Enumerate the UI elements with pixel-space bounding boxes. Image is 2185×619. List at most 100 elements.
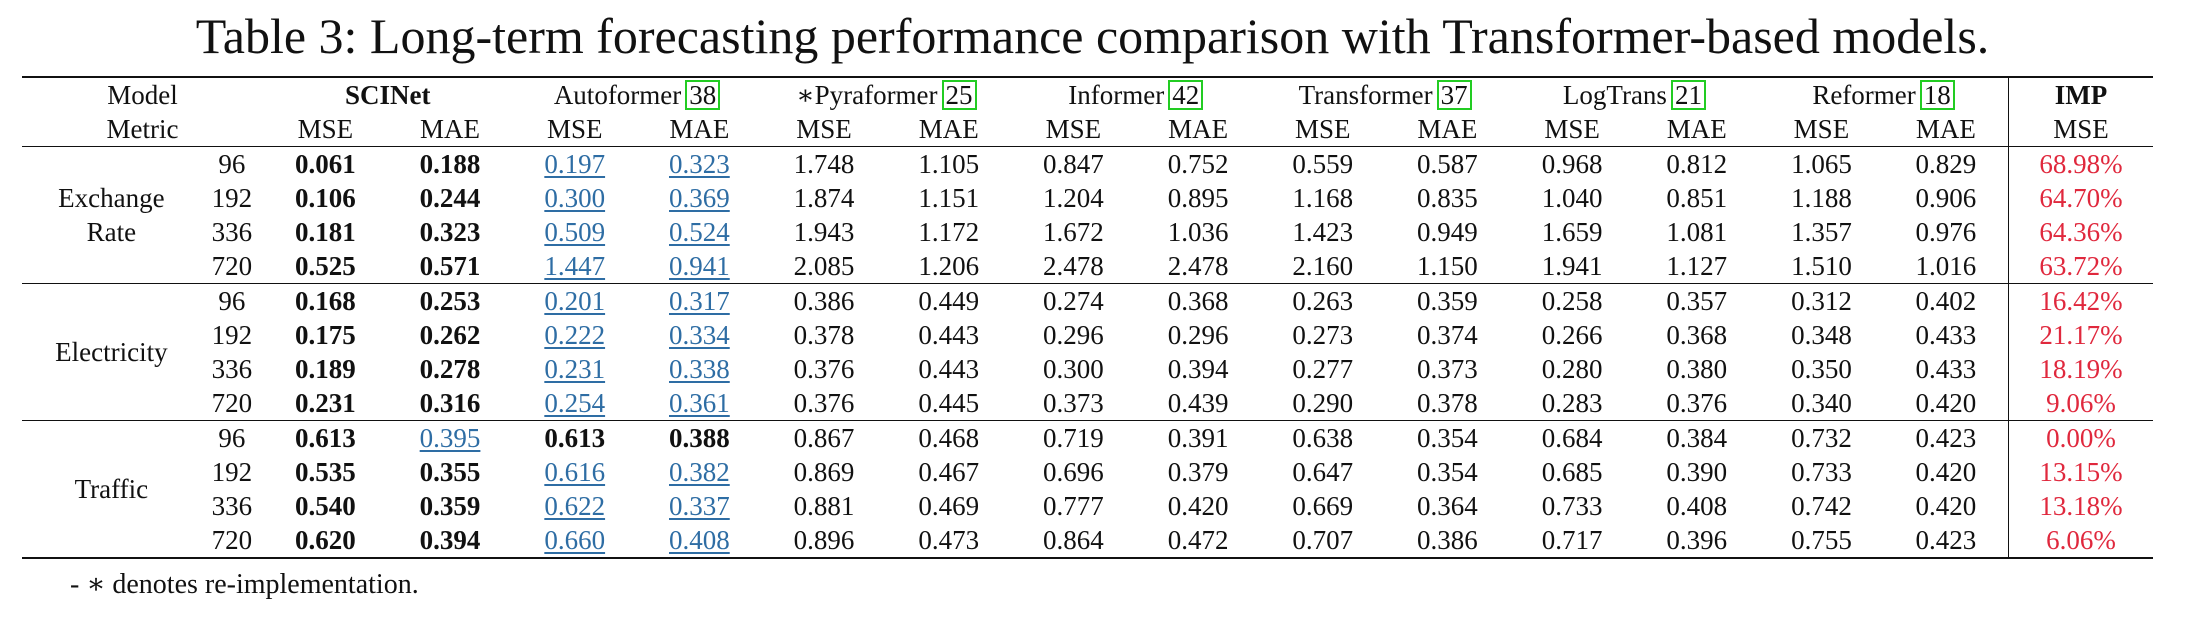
value-cell: 0.976 bbox=[1915, 217, 1977, 247]
value-cell: 0.355 bbox=[388, 455, 513, 489]
value-cell: 0.733 bbox=[1541, 491, 1603, 521]
metric-mse: MSE bbox=[1045, 114, 1102, 144]
value-cell: 0.402 bbox=[1883, 283, 2009, 318]
value-cell: 0.357 bbox=[1634, 283, 1760, 318]
value-cell: 0.390 bbox=[1666, 457, 1728, 487]
value-cell: 0.509 bbox=[512, 215, 637, 249]
value-cell: 0.296 bbox=[1043, 320, 1104, 350]
metric-mse: MSE bbox=[546, 114, 603, 144]
value-cell: 0.707 bbox=[1292, 525, 1354, 555]
citation-link[interactable]: 21 bbox=[1670, 80, 1706, 110]
table-row: 192 0.106 0.244 0.300 0.369 1.874 1.151 1.204 0.… bbox=[22, 181, 2153, 215]
value-cell: 0.350 bbox=[1791, 354, 1852, 384]
value-cell: 1.206 bbox=[918, 251, 980, 281]
imp-header: IMP bbox=[2007, 76, 2153, 112]
value-cell: 0.524 bbox=[637, 215, 762, 249]
table-row: 336 0.189 0.278 0.231 0.338 0.376 0.443 0.300 0.… bbox=[22, 352, 2153, 386]
value-cell: 0.258 bbox=[1509, 283, 1635, 318]
value-cell: 0.368 bbox=[1666, 320, 1728, 350]
citation-link[interactable]: 38 bbox=[685, 80, 721, 110]
value-cell: 1.040 bbox=[1541, 183, 1603, 213]
value-cell: 0.359 bbox=[1385, 283, 1510, 318]
value-cell: 0.941 bbox=[637, 249, 762, 284]
dataset-name-line: Rate bbox=[86, 217, 137, 247]
table-row: Electricity 96 0.168 0.253 0.201 0.317 0.386 0.… bbox=[22, 283, 2153, 421]
value-cell: 1.874 bbox=[793, 183, 855, 213]
metric-mae: MAE bbox=[669, 114, 730, 144]
imp-cell: 16.42% bbox=[2007, 283, 2153, 318]
value-text: 0.355 bbox=[419, 457, 481, 487]
value-cell: 0.197 bbox=[512, 146, 638, 181]
value-text: 0.231 bbox=[544, 354, 606, 384]
value-text: 0.337 bbox=[669, 491, 730, 521]
value-cell: 0.864 bbox=[1043, 525, 1104, 555]
value-cell: 0.660 bbox=[512, 523, 637, 558]
dataset-name-line: Exchange bbox=[58, 183, 165, 213]
horizon-cell: 192 bbox=[211, 457, 253, 487]
value-cell: 0.449 bbox=[886, 283, 1012, 318]
value-cell: 0.468 bbox=[886, 420, 1012, 455]
value-cell: 1.188 bbox=[1791, 183, 1852, 213]
table-row: Exchange Rate 96 0.061 0.188 0.197 0.323 1.748 1… bbox=[22, 146, 2153, 284]
value-text: 0.175 bbox=[294, 320, 356, 350]
value-cell: 0.881 bbox=[793, 491, 855, 521]
value-cell: 0.420 bbox=[1167, 491, 1229, 521]
value-cell: 0.812 bbox=[1634, 146, 1760, 181]
value-text: 0.361 bbox=[669, 388, 730, 418]
value-cell: 1.672 bbox=[1043, 217, 1104, 247]
value-cell: 0.391 bbox=[1135, 420, 1261, 455]
citation-link[interactable]: 25 bbox=[941, 80, 977, 110]
value-text: 0.323 bbox=[419, 217, 481, 247]
model-label: Model bbox=[22, 76, 264, 112]
imp-cell: 18.19% bbox=[2007, 352, 2153, 386]
value-text: 0.571 bbox=[419, 251, 481, 281]
horizon-cell: 336 bbox=[211, 217, 253, 247]
value-cell: 0.376 bbox=[793, 388, 855, 418]
value-cell: 0.638 bbox=[1260, 420, 1386, 455]
horizon-cell: 336 bbox=[211, 491, 253, 521]
value-cell: 0.732 bbox=[1759, 420, 1884, 455]
imp-cell: 6.06% bbox=[2007, 523, 2153, 558]
metric-mae: MAE bbox=[1915, 114, 1976, 144]
value-cell: 0.968 bbox=[1509, 146, 1635, 181]
value-text: 0.535 bbox=[294, 457, 356, 487]
value-cell: 1.748 bbox=[761, 146, 887, 181]
value-text: 0.181 bbox=[294, 217, 356, 247]
value-cell: 0.755 bbox=[1791, 525, 1852, 555]
value-cell: 1.172 bbox=[918, 217, 980, 247]
value-cell: 0.290 bbox=[1292, 388, 1354, 418]
value-text: 0.201 bbox=[544, 286, 606, 316]
value-text: 0.382 bbox=[669, 457, 730, 487]
value-text: 0.369 bbox=[669, 183, 730, 213]
value-cell: 0.338 bbox=[637, 352, 762, 386]
metric-mse: MSE bbox=[1793, 114, 1850, 144]
metric-mae: MAE bbox=[1417, 114, 1478, 144]
value-cell: 2.160 bbox=[1292, 251, 1354, 281]
value-cell: 0.254 bbox=[512, 386, 637, 421]
metric-mse: MSE bbox=[1544, 114, 1600, 144]
value-text: 0.253 bbox=[419, 286, 481, 316]
value-cell: 0.685 bbox=[1541, 457, 1603, 487]
citation-link[interactable]: 37 bbox=[1436, 80, 1472, 110]
table-row: 720 0.525 0.571 1.447 0.941 2.085 1.206 2.478 2.… bbox=[22, 249, 2153, 284]
table-row: 192 0.535 0.355 0.616 0.382 0.869 0.467 0.696 0.… bbox=[22, 455, 2153, 489]
value-cell: 0.373 bbox=[1417, 354, 1478, 384]
value-text: 0.509 bbox=[544, 217, 606, 247]
value-cell: 0.277 bbox=[1292, 354, 1354, 384]
value-cell: 0.364 bbox=[1417, 491, 1478, 521]
value-cell: 0.752 bbox=[1135, 146, 1261, 181]
value-text: 0.222 bbox=[544, 320, 606, 350]
value-text: 0.231 bbox=[294, 388, 356, 418]
metric-mae: MAE bbox=[1168, 114, 1229, 144]
citation-link[interactable]: 42 bbox=[1168, 80, 1204, 110]
value-text: 0.622 bbox=[544, 491, 606, 521]
value-cell: 0.949 bbox=[1417, 217, 1478, 247]
value-cell: 1.150 bbox=[1417, 251, 1478, 281]
value-cell: 0.380 bbox=[1666, 354, 1728, 384]
imp-cell: 21.17% bbox=[2007, 318, 2153, 352]
value-cell: 0.394 bbox=[388, 523, 513, 558]
value-cell: 1.081 bbox=[1666, 217, 1728, 247]
citation-link[interactable]: 18 bbox=[1919, 80, 1955, 110]
value-text: 0.197 bbox=[544, 149, 606, 179]
value-cell: 0.420 bbox=[1915, 457, 1977, 487]
